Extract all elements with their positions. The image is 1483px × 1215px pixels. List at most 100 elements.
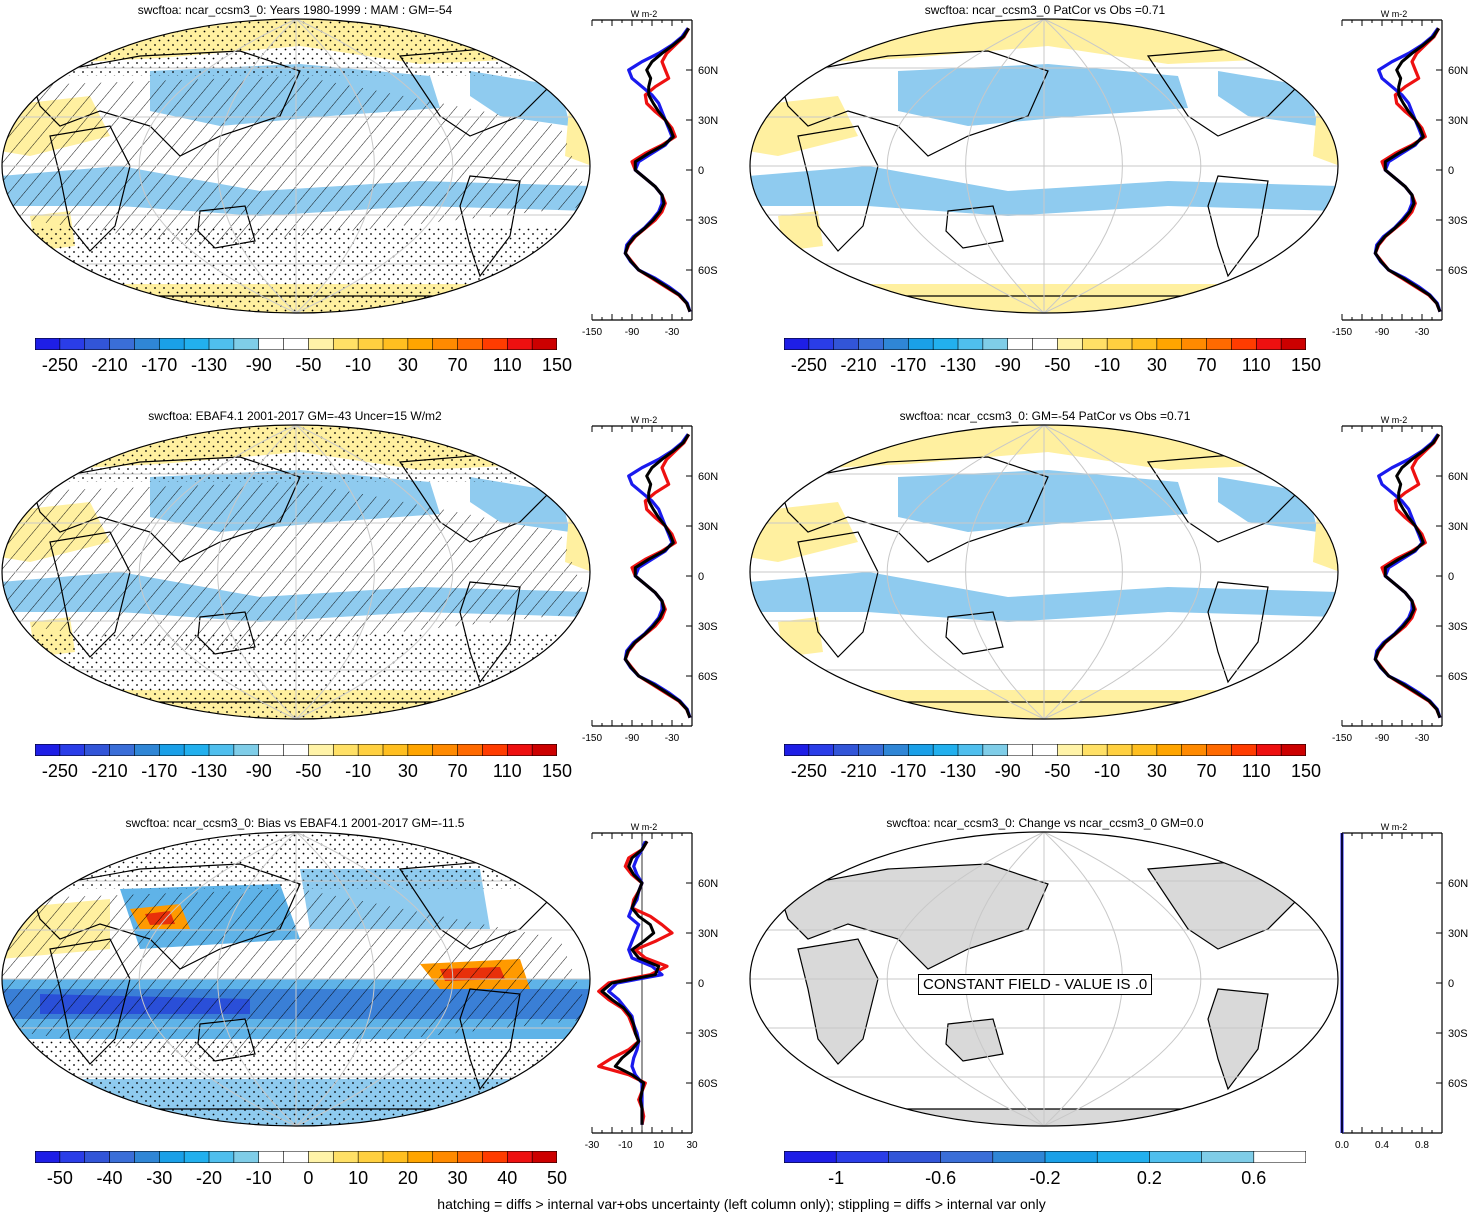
profile-line-mean	[1373, 27, 1442, 313]
colorbar-swatch	[1007, 744, 1034, 756]
graticule-meridian	[295, 832, 454, 1126]
profile-x-label: -150	[1332, 327, 1352, 338]
profile-lat-label: 60S	[698, 671, 718, 683]
colorbar-swatch	[1131, 338, 1158, 350]
colorbar-tick-label: -170	[141, 761, 178, 781]
graticule-meridian	[138, 425, 297, 719]
profile-lat-label: 30N	[1448, 928, 1468, 940]
graticule-meridian	[217, 19, 297, 313]
continent-outline	[945, 611, 1004, 655]
graticule-meridian	[138, 19, 297, 313]
colorbar-swatch	[1181, 338, 1208, 350]
colorbar-tick-label: -250	[790, 761, 827, 781]
graticule-meridian	[965, 19, 1045, 313]
colorbar-swatch	[1206, 744, 1233, 756]
graticule-meridian	[886, 425, 1045, 719]
colorbar-swatch	[35, 744, 61, 756]
map-panel-3	[1, 424, 591, 720]
colorbar-swatch	[808, 338, 835, 350]
colorbar-tick-label: -30	[146, 1168, 173, 1188]
colorbar-swatch	[1081, 338, 1108, 350]
colorbar-tick-label: -130	[190, 761, 228, 781]
profile-lat-label: 60N	[698, 65, 718, 77]
graticule-meridian	[295, 19, 454, 313]
profile-unit-label: W m-2	[1381, 415, 1408, 425]
colorbar-tick-label: -10	[245, 1168, 272, 1188]
panel-title-3: swcftoa: EBAF4.1 2001-2017 GM=-43 Uncer=…	[148, 409, 442, 423]
colorbar-swatch	[888, 1151, 942, 1163]
colorbar-swatch	[482, 744, 508, 756]
colorbar-swatch	[1032, 744, 1059, 756]
colorbar-swatch	[982, 744, 1009, 756]
colorbar-tick-label: 0.2	[1136, 1168, 1162, 1188]
colorbar-swatch	[982, 338, 1009, 350]
colorbar-labels-6: -1 -0.6 -0.2 0.2 0.6	[784, 1168, 1306, 1190]
profile-lat-label: 0	[698, 165, 704, 177]
continent-outline	[777, 50, 1049, 157]
profile-lat-label: 60N	[1448, 65, 1468, 77]
profile-unit-label: W m-2	[631, 9, 658, 19]
colorbar-swatch	[1106, 338, 1133, 350]
profile-lat-label: 30N	[1448, 521, 1468, 533]
colorbar-swatch	[457, 744, 484, 756]
profile-x-label: -30	[585, 1140, 600, 1151]
colorbar-swatch	[357, 1151, 384, 1163]
colorbar-swatch	[258, 744, 285, 756]
colorbar-swatch	[506, 1151, 533, 1163]
colorbar-tick-label: 150	[1290, 355, 1322, 375]
profile-lat-label: 30S	[698, 621, 718, 633]
colorbar-swatch	[835, 1151, 890, 1163]
colorbar-swatch	[1156, 744, 1183, 756]
colorbar-tick-label: -10	[1094, 355, 1121, 375]
map-panel-5	[1, 831, 591, 1127]
colorbar-swatch	[283, 338, 310, 350]
north-pacific-field	[898, 470, 1188, 532]
colorbar-tick-label: -0.6	[925, 1168, 957, 1188]
map-border	[749, 18, 1339, 314]
colorbar-2	[784, 338, 1306, 350]
colorbar-tick-label: -10	[1094, 761, 1121, 781]
profile-lat-label: 60N	[698, 878, 718, 890]
colorbar-swatch	[158, 744, 185, 756]
continent-outline	[945, 205, 1004, 249]
colorbar-swatch	[332, 1151, 359, 1163]
colorbar-swatch	[357, 338, 384, 350]
colorbar-swatch	[833, 338, 860, 350]
colorbar-swatch	[208, 1151, 235, 1163]
colorbar-swatch	[134, 1151, 160, 1163]
profile-x-label: -10	[618, 1140, 633, 1151]
colorbar-swatch	[1057, 338, 1083, 350]
colorbar-tick-label: 30	[397, 355, 418, 375]
colorbar-tick-label: -50	[46, 1168, 73, 1188]
colorbar-swatch	[1253, 1151, 1306, 1163]
colorbar-swatch	[940, 1151, 994, 1163]
colorbar-tick-label: 70	[447, 761, 468, 781]
colorbar-tick-label: -130	[939, 761, 977, 781]
colorbar-swatch	[283, 744, 310, 756]
colorbar-tick-label: -170	[890, 355, 927, 375]
colorbar-swatch	[858, 338, 885, 350]
colorbar-swatch	[158, 1151, 185, 1163]
profile-lat-label: 30S	[1448, 215, 1468, 227]
colorbar-4	[784, 744, 1306, 756]
continent-outline	[797, 531, 879, 658]
subtropic-field	[750, 502, 858, 562]
graticule-meridian	[217, 425, 297, 719]
profile-x-label: 0.0	[1335, 1140, 1349, 1151]
profile-x-label: -30	[1415, 733, 1430, 744]
colorbar-swatch	[233, 338, 260, 350]
map-panel-4	[749, 424, 1339, 720]
colorbar-swatch	[907, 338, 934, 350]
profile-x-label: -150	[1332, 733, 1352, 744]
profile-x-label: 30	[686, 1140, 698, 1151]
continent-outline	[797, 125, 879, 252]
profile-x-label: -150	[582, 327, 602, 338]
profile-unit-label: W m-2	[1381, 9, 1408, 19]
graticule-meridian	[1043, 832, 1202, 1126]
profile-lat-label: 30S	[1448, 621, 1468, 633]
colorbar-labels-2: -250 -210 -170 -130 -90 -50 -10 30 70 110 150	[784, 355, 1321, 377]
colorbar-swatch	[883, 338, 909, 350]
profile-lat-label: 60N	[1448, 471, 1468, 483]
colorbar-tick-label: 150	[541, 761, 573, 781]
colorbar-tick-label: 30	[1146, 355, 1167, 375]
